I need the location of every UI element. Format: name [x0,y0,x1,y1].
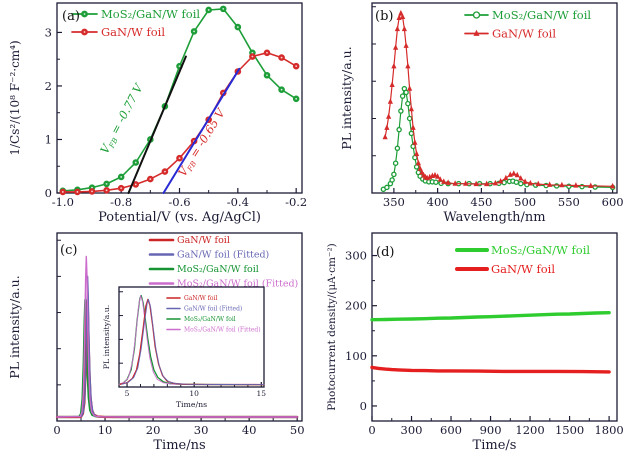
x-tick-label: -1.0 [52,195,74,209]
legend: GaN/W foil GaN/W foil (Fitted) MoS₂/GaN/W … [148,235,298,290]
legend-label: GaN/W foil [101,25,165,39]
x-tick-label: 300 [401,423,423,437]
x-tick-label: 450 [470,195,492,209]
x-tick-label: 40 [242,423,257,437]
plot-frame [371,232,618,422]
x-tick-label: 550 [558,195,580,209]
legend-label: MoS₂/GaN/W foil [177,264,259,275]
x-tick-label: 10 [98,423,113,437]
x-axis-label: Time/ns [153,438,205,453]
panel-a-mott-schottky-chart: -1.0 -0.8 -0.6 -0.4 -0.2 0 1 2 3 Potential/V (vs.… [0,0,320,228]
legend: GaN/W foil GaN/W foil (Fitted) MoS₂/GaN/W … [166,295,261,334]
series-linear fit MoS₂/GaN/W foil [127,55,187,194]
x-tick-label: 600 [440,423,462,437]
legend-label: GaN/W foil [491,262,555,276]
plot-frame [56,232,303,422]
panel-c-trpl-decay-chart: 0 10 20 30 40 50 Time/ns PL intensity/a.u. GaN/W… [0,228,320,456]
x-tick-label: 1800 [594,423,623,437]
x-axis-label: Potential/V (vs. Ag/AgCl) [98,210,261,225]
panel-d-photocurrent-chart: 0 300 600 900 1200 1500 1800 0 100 200 300 Time/s Ph… [320,228,639,456]
series-MoS₂/GaN/W foil (Fitted) [118,295,265,386]
y-tick-label: 200 [345,299,367,313]
x-tick-label: 0 [53,423,60,437]
panel-letter: (d) [376,245,394,260]
plot-frame [371,2,618,194]
series-linear fit GaN/W foil [162,67,241,194]
legend: MoS₂/GaN/W foil GaN/W foil [71,7,200,39]
flat-band-annotation: VFB = -0.77 V [97,80,148,157]
x-tick-label: 1200 [515,423,544,437]
y-tick-label: 0 [45,186,52,200]
y-tick-label: 1 [45,132,52,146]
legend-label: MoS₂/GaN/W foil [184,316,236,323]
legend-label: MoS₂/GaN/W foil [101,7,200,21]
flat-band-annotation: VFB = -0.65 V [175,105,230,180]
x-tick-label: -0.8 [110,195,132,209]
y-tick-label: 0 [360,399,367,413]
legend-label: MoS₂/GaN/W foil [492,8,591,22]
y-axis-label: PL intensity/a.u. [7,275,22,378]
legend: MoS₂/GaN/W foil GaN/W foil [464,8,591,40]
legend-label: GaN/W foil (Fitted) [184,306,242,313]
y-tick-label: 2 [45,79,52,93]
x-axis-label: Wavelength/nm [443,210,545,225]
y-tick-label: 3 [45,25,52,39]
panel-letter: (b) [375,9,393,24]
series-GaN/W foil [370,365,611,374]
x-tick-label: 400 [427,195,449,209]
x-tick-label: 600 [602,195,624,209]
x-tick-label: 1500 [555,423,584,437]
panel-b-pl-spectra-chart: 350 400 450 500 550 600 Wavelength/nm PL intens… [320,0,639,228]
x-tick-label: 0 [368,423,375,437]
x-tick-label: 30 [194,423,209,437]
legend-label: MoS₂/GaN/W foil (Fitted) [184,327,261,334]
legend-label: MoS₂/GaN/W foil (Fitted) [177,279,298,290]
y-tick-label: 300 [345,249,367,263]
x-tick-label: -0.4 [227,195,249,209]
x-tick-label: 15 [257,389,267,398]
y-axis-label: Photocurrent density/(μA·cm⁻²) [326,243,338,411]
y-axis-label: PL intensity/a.u. [339,46,354,149]
x-tick-label: 50 [290,423,305,437]
legend-label: GaN/W foil [184,295,217,302]
x-tick-label: 350 [383,195,405,209]
x-tick-label: -0.2 [285,195,307,209]
legend-label: GaN/W foil [177,235,230,246]
y-axis-label: 1/Cs²/(10⁸ F⁻²·cm⁴) [8,40,22,155]
series-MoS₂/GaN/W foil [370,310,611,322]
y-tick-label: 100 [345,349,367,363]
legend-label: GaN/W foil (Fitted) [177,250,269,261]
y-axis-label: PL intensity/a.u. [102,305,111,369]
x-tick-label: 500 [514,195,536,209]
series-GaN/W foil [382,9,616,189]
panel-letter: (c) [60,243,77,258]
x-axis-label: Time/s [473,438,517,453]
x-axis-label: Time/ns [176,400,207,409]
x-tick-label: 900 [480,423,502,437]
panel-letter: (a) [62,9,80,24]
legend-label: MoS₂/GaN/W foil [491,243,590,257]
x-tick-label: -0.6 [168,195,190,209]
series-MoS₂/GaN/W foil [380,85,616,193]
plot-frame [118,286,265,388]
series-GaN/W foil (Fitted) [121,298,265,386]
legend-label: GaN/W foil [492,26,556,40]
series-MoS₂/GaN/W foil (Fitted) [56,255,298,418]
x-tick-label: 5 [125,389,130,398]
legend: MoS₂/GaN/W foil GaN/W foil [455,243,590,276]
x-tick-label: 20 [146,423,161,437]
x-tick-label: 10 [189,389,199,398]
